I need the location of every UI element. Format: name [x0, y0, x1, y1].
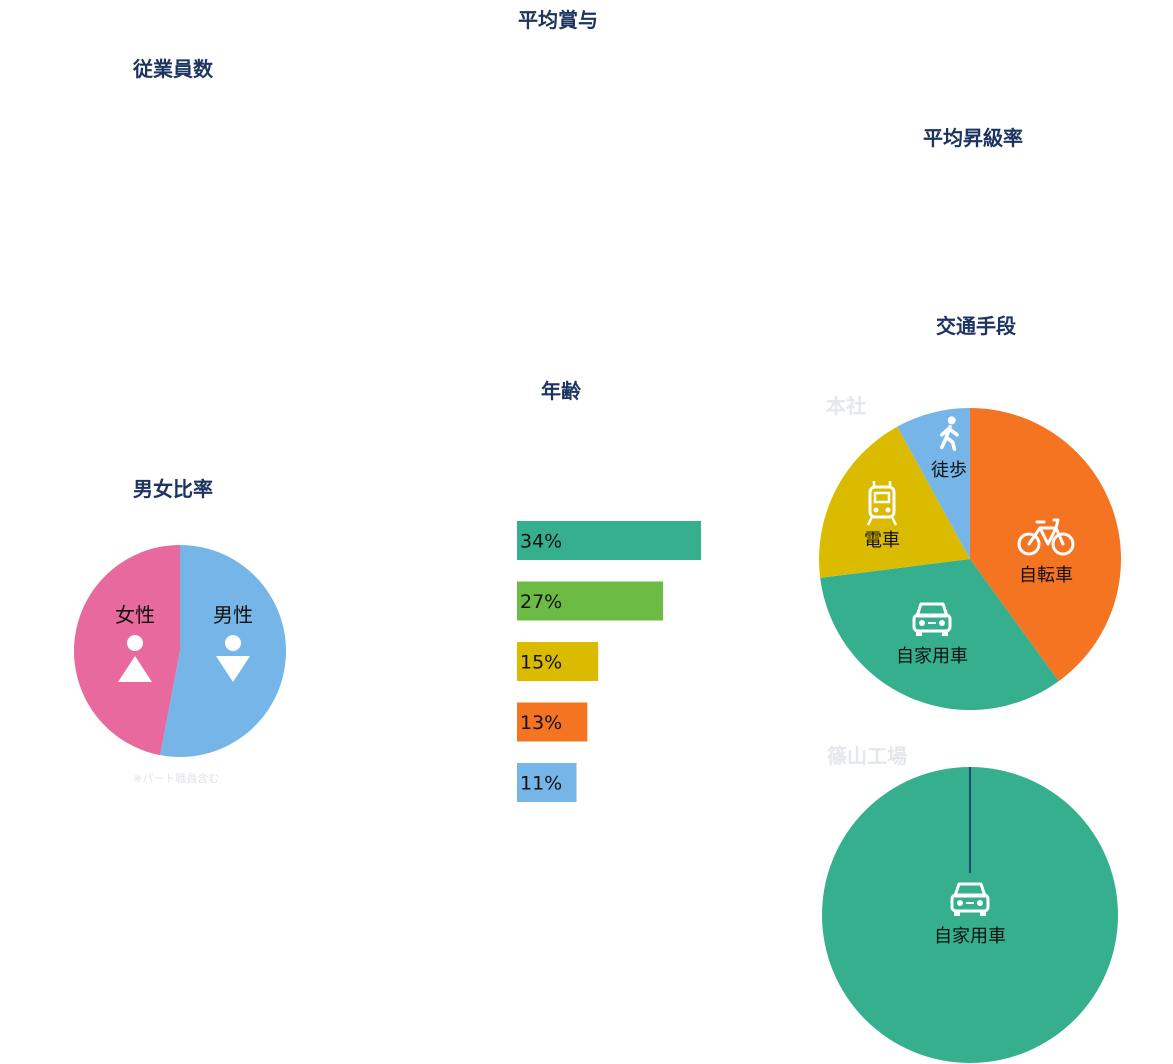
sasayama-factory-label: 篠山工場 [827, 744, 907, 768]
factory-slice-0 [822, 767, 1118, 1063]
sasayama-commute-pie: 自家用車 [822, 767, 1118, 1063]
office-slice-0 [970, 408, 1121, 682]
gender-ratio-heading: 男女比率 [133, 477, 213, 501]
commute-heading: 交通手段 [936, 314, 1016, 338]
avg-promotion-heading: 平均昇級率 [923, 126, 1023, 150]
gender-slice-0 [74, 545, 180, 756]
car-icon [950, 882, 990, 916]
part-time-note: ※パート職員含む [133, 772, 220, 785]
gender-slice-label-1: 男性 [213, 603, 253, 627]
age-bar-1 [517, 581, 664, 621]
office-slice-label-3: 徒歩 [931, 460, 967, 481]
male-icon [216, 635, 250, 682]
age-bar-2 [517, 642, 599, 681]
gender-slice-1 [160, 545, 287, 757]
age-bar-label-1: 27% [520, 591, 562, 613]
office-slice-label-0: 自転車 [1019, 565, 1073, 586]
age-bar-label-2: 15% [520, 652, 562, 674]
head-office-label: 本社 [826, 394, 866, 418]
bicycle-icon [1017, 518, 1075, 556]
office-slice-1 [820, 559, 1059, 711]
car-icon [912, 602, 952, 636]
age-bar-label-0: 34% [520, 531, 562, 553]
gender-pie-chart: 女性 男性 [74, 545, 287, 757]
factory-slice-label-0: 自家用車 [934, 926, 1006, 947]
gender-slice-label-0: 女性 [115, 603, 155, 627]
age-bar-4 [517, 763, 577, 802]
age-bar-chart: 34% 27% 15% 13% 11% [517, 521, 701, 802]
age-bar-3 [517, 702, 588, 742]
avg-bonus-heading: 平均賞与 [518, 8, 598, 32]
office-slice-label-2: 電車 [864, 530, 900, 551]
office-slice-label-1: 自家用車 [896, 646, 968, 667]
age-bar-label-4: 11% [520, 773, 562, 795]
train-icon [866, 481, 898, 526]
age-bar-0 [517, 521, 701, 560]
age-heading: 年齢 [541, 379, 581, 403]
female-icon [118, 635, 152, 682]
age-bar-label-3: 13% [520, 712, 562, 734]
walking-icon [939, 416, 959, 452]
employees-heading: 従業員数 [133, 57, 213, 81]
